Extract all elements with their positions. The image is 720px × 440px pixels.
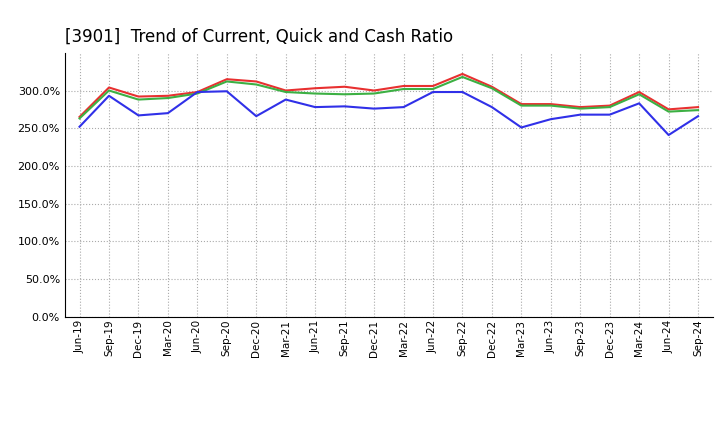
Quick Ratio <box>311 91 320 96</box>
Quick Ratio <box>576 106 585 111</box>
Quick Ratio <box>665 109 673 114</box>
Cash Ratio <box>665 132 673 138</box>
Quick Ratio <box>635 92 644 97</box>
Current Ratio <box>252 79 261 84</box>
Line: Quick Ratio: Quick Ratio <box>79 77 698 118</box>
Current Ratio <box>635 89 644 95</box>
Current Ratio <box>399 83 408 88</box>
Current Ratio <box>311 86 320 91</box>
Current Ratio <box>163 93 172 99</box>
Cash Ratio <box>546 117 555 122</box>
Current Ratio <box>75 114 84 120</box>
Cash Ratio <box>517 125 526 130</box>
Current Ratio <box>517 102 526 107</box>
Quick Ratio <box>517 103 526 108</box>
Quick Ratio <box>399 86 408 92</box>
Quick Ratio <box>222 79 231 84</box>
Line: Current Ratio: Current Ratio <box>79 74 698 117</box>
Cash Ratio <box>694 114 703 119</box>
Cash Ratio <box>104 93 113 99</box>
Line: Cash Ratio: Cash Ratio <box>79 91 698 135</box>
Cash Ratio <box>458 89 467 95</box>
Current Ratio <box>576 104 585 110</box>
Quick Ratio <box>606 104 614 110</box>
Cash Ratio <box>311 104 320 110</box>
Cash Ratio <box>163 110 172 116</box>
Cash Ratio <box>222 88 231 94</box>
Quick Ratio <box>341 92 349 97</box>
Current Ratio <box>193 89 202 95</box>
Cash Ratio <box>576 112 585 117</box>
Quick Ratio <box>487 86 496 91</box>
Quick Ratio <box>428 86 437 92</box>
Cash Ratio <box>399 104 408 110</box>
Current Ratio <box>134 94 143 99</box>
Quick Ratio <box>458 74 467 80</box>
Cash Ratio <box>252 114 261 119</box>
Current Ratio <box>606 103 614 108</box>
Cash Ratio <box>134 113 143 118</box>
Cash Ratio <box>341 104 349 109</box>
Quick Ratio <box>104 88 113 93</box>
Cash Ratio <box>370 106 379 111</box>
Cash Ratio <box>282 97 290 102</box>
Text: [3901]  Trend of Current, Quick and Cash Ratio: [3901] Trend of Current, Quick and Cash … <box>65 28 453 46</box>
Cash Ratio <box>635 101 644 106</box>
Quick Ratio <box>694 107 703 113</box>
Current Ratio <box>104 85 113 90</box>
Current Ratio <box>665 107 673 112</box>
Current Ratio <box>694 104 703 110</box>
Current Ratio <box>282 88 290 93</box>
Quick Ratio <box>546 103 555 108</box>
Cash Ratio <box>75 124 84 129</box>
Cash Ratio <box>487 104 496 110</box>
Current Ratio <box>341 84 349 89</box>
Quick Ratio <box>75 116 84 121</box>
Cash Ratio <box>606 112 614 117</box>
Quick Ratio <box>193 91 202 96</box>
Cash Ratio <box>193 89 202 95</box>
Quick Ratio <box>282 89 290 95</box>
Current Ratio <box>458 71 467 77</box>
Quick Ratio <box>134 97 143 102</box>
Current Ratio <box>370 88 379 93</box>
Cash Ratio <box>428 89 437 95</box>
Current Ratio <box>428 83 437 88</box>
Quick Ratio <box>163 95 172 101</box>
Current Ratio <box>222 77 231 82</box>
Current Ratio <box>487 84 496 89</box>
Current Ratio <box>546 102 555 107</box>
Quick Ratio <box>370 91 379 96</box>
Quick Ratio <box>252 82 261 87</box>
